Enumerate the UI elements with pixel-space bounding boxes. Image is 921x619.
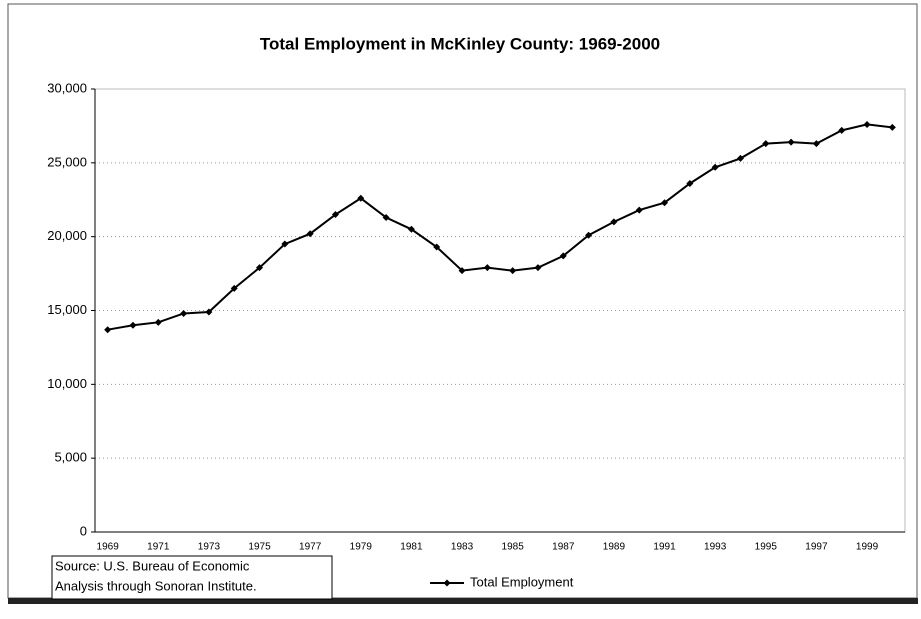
x-tick-label: 1981 [400,542,423,553]
point-marker [433,243,441,251]
point-marker [838,126,846,134]
x-tick-label: 1975 [248,542,271,553]
point-marker [331,211,339,219]
point-marker [812,140,820,148]
point-marker [509,267,517,275]
point-marker [534,264,542,272]
point-marker [230,284,238,292]
point-marker [863,120,871,128]
x-tick-label: 1993 [704,542,727,553]
point-marker [357,194,365,202]
legend-label: Total Employment [470,574,574,589]
point-marker [180,309,188,317]
x-tick-label: 1973 [198,542,221,553]
frame-shadow [8,598,918,604]
point-marker [585,231,593,239]
x-tick-label: 1983 [451,542,474,553]
x-tick-label: 1985 [502,542,525,553]
point-marker [256,264,264,272]
point-marker [610,218,618,226]
chart-frame [7,3,918,599]
x-tick-label: 1987 [552,542,575,553]
source-text: Analysis through Sonoran Institute. [55,578,257,593]
x-tick-label: 1971 [147,542,170,553]
point-marker [104,326,112,334]
point-marker [762,140,770,148]
x-tick-label: 1977 [299,542,322,553]
x-tick-label: 1979 [350,542,373,553]
y-tick-label: 30,000 [47,80,87,95]
x-tick-label: 1969 [97,542,120,553]
point-marker [407,225,415,233]
point-marker [382,213,390,221]
point-marker [686,180,694,188]
series-line [107,123,893,331]
legend-marker [443,579,451,587]
x-tick-label: 1989 [603,542,626,553]
point-marker [129,321,137,329]
x-tick-label: 1991 [653,542,676,553]
point-marker [635,206,643,214]
source-box [51,555,333,600]
x-tick-label: 1997 [805,542,828,553]
chart-title: Total Employment in McKinley County: 196… [260,34,660,53]
point-marker [154,318,162,326]
x-tick-label: 1995 [755,542,778,553]
point-marker [787,138,795,146]
point-marker [281,240,289,248]
point-marker [711,163,719,171]
y-tick-label: 20,000 [47,228,87,243]
y-tick-label: 5,000 [54,450,87,465]
source-text: Source: U.S. Bureau of Economic [55,558,250,573]
point-marker [661,199,669,207]
point-marker [483,264,491,272]
y-tick-label: 10,000 [47,376,87,391]
x-tick-label: 1999 [856,542,879,553]
point-marker [458,267,466,275]
point-marker [559,252,567,260]
point-marker [205,308,213,316]
point-marker [888,123,896,131]
y-tick-label: 25,000 [47,154,87,169]
y-tick-label: 0 [80,523,87,538]
y-tick-label: 15,000 [47,302,87,317]
point-marker [306,230,314,238]
point-marker [736,154,744,162]
